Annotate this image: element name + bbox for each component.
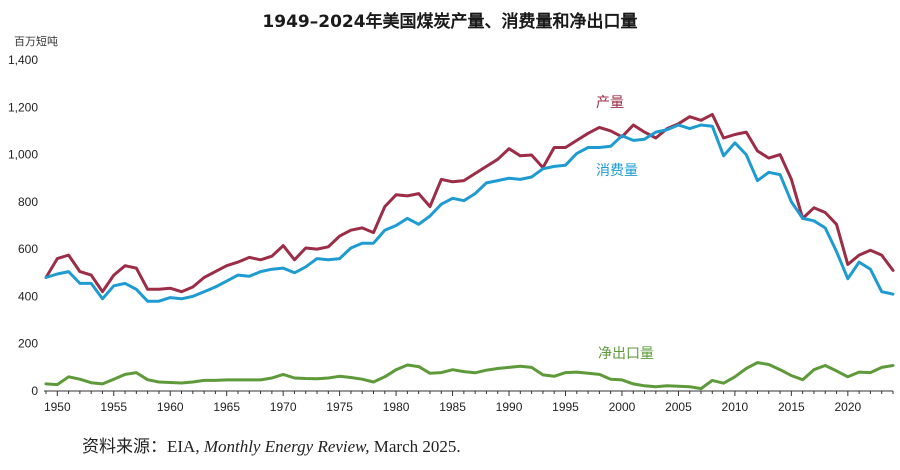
source-prefix: 资料来源：EIA, [82, 437, 204, 456]
series-line-net-exports [44, 361, 895, 391]
x-tick-label: 1990 [496, 400, 523, 414]
x-tick-label: 1995 [552, 400, 579, 414]
y-tick-label: 400 [18, 289, 38, 303]
x-tick-label: 1950 [44, 400, 71, 414]
y-tick-label: 800 [18, 195, 38, 209]
y-tick-label: 0 [31, 384, 38, 398]
x-tick-label: 2020 [834, 400, 861, 414]
series-label-consumption: 消费量 [596, 163, 638, 179]
x-tick-label: 2015 [778, 400, 805, 414]
x-tick-label: 1955 [100, 400, 127, 414]
y-tick-label: 1,400 [8, 53, 38, 67]
y-axis-ticks: 0 200 400 600 800 1,000 1,200 1,400 [8, 53, 38, 398]
x-tick-label: 2010 [722, 400, 749, 414]
source-note: 资料来源：EIA, Monthly Energy Review, March 2… [82, 432, 461, 457]
x-tick-label: 1965 [213, 400, 240, 414]
y-tick-label: 1,000 [8, 148, 38, 162]
y-axis-unit-label: 百万短吨 [14, 34, 58, 48]
source-title: Monthly Energy Review, [203, 437, 370, 456]
series-line-production [44, 112, 895, 294]
source-suffix: March 2025. [369, 437, 461, 456]
x-axis-ticks: 1950 1955 1960 1965 1970 1975 1980 1985 1990 1995… [44, 391, 894, 414]
x-tick-label: 2000 [609, 400, 636, 414]
x-tick-label: 1985 [439, 400, 466, 414]
series-line-consumption [44, 123, 895, 303]
x-tick-label: 1970 [270, 400, 297, 414]
y-tick-label: 200 [18, 337, 38, 351]
y-tick-label: 600 [18, 242, 38, 256]
x-tick-label: 1975 [326, 400, 353, 414]
y-tick-label: 1,200 [8, 100, 38, 114]
series-label-net-exports: 净出口量 [598, 346, 654, 362]
x-tick-label: 1980 [383, 400, 410, 414]
series-lines [44, 112, 895, 391]
series-label-production: 产量 [596, 95, 624, 111]
x-tick-label: 1960 [157, 400, 184, 414]
chart-title: 1949–2024年美国煤炭产量、消费量和净出口量 [262, 11, 637, 32]
x-tick-label: 2005 [665, 400, 692, 414]
